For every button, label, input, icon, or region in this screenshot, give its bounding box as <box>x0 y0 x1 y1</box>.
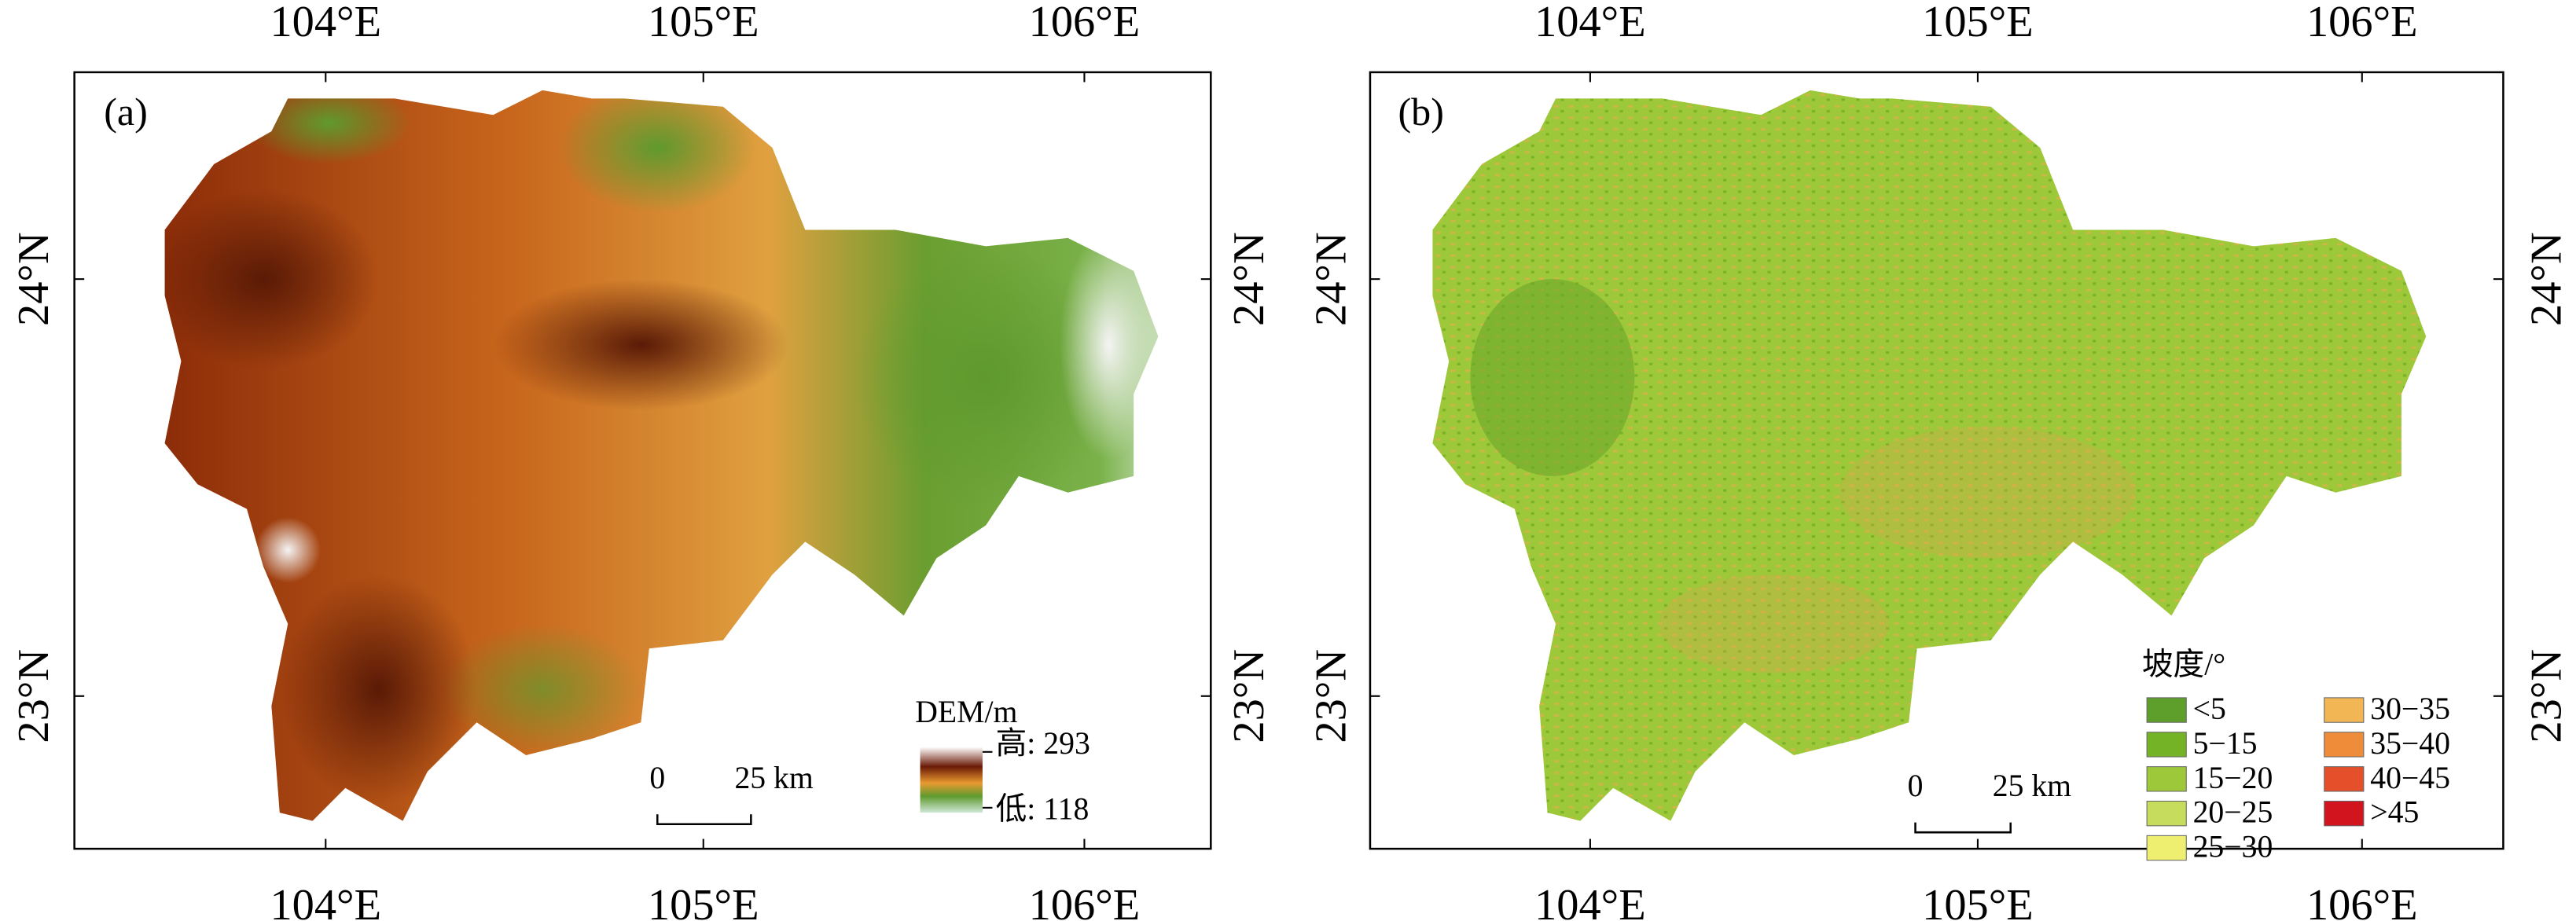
lon-label: 104°E <box>270 0 381 46</box>
lat-label: 23°N <box>1307 649 1356 743</box>
legend-label: 40−45 <box>2370 761 2450 795</box>
panel-label: (b) <box>1398 90 1443 134</box>
legend-swatch <box>2146 732 2187 758</box>
lat-label: 24°N <box>1307 232 1356 326</box>
legend-label: 5−15 <box>2193 726 2258 761</box>
legend-high: 高: 293 <box>996 726 1090 761</box>
legend-swatch <box>2324 732 2365 758</box>
legend-swatch <box>2324 766 2365 792</box>
legend-title: 坡度/° <box>2142 648 2225 682</box>
lon-label: 106°E <box>1029 881 1141 921</box>
lat-label: 24°N <box>9 232 58 326</box>
panel-frame <box>73 71 1212 850</box>
lat-label: 24°N <box>1225 232 1273 326</box>
panel-label: (a) <box>104 90 148 134</box>
scale-distance: 25 km <box>734 761 813 795</box>
legend-label: 25−30 <box>2193 830 2273 864</box>
dem-map <box>164 90 1159 821</box>
legend-label: <5 <box>2193 692 2226 726</box>
lon-label: 105°E <box>648 0 759 46</box>
lat-label: 24°N <box>2523 232 2571 326</box>
lon-label: 106°E <box>2306 0 2418 46</box>
slope-map <box>1432 90 2427 821</box>
lon-label: 105°E <box>1922 0 2034 46</box>
scale-distance: 25 km <box>1993 769 2071 803</box>
lat-label: 23°N <box>1225 649 1273 743</box>
lon-label: 105°E <box>648 881 759 921</box>
legend-swatch <box>2324 697 2365 723</box>
legend-swatch <box>2146 800 2187 827</box>
scale-bar <box>1914 822 2012 834</box>
legend-label: >45 <box>2370 795 2419 830</box>
panel-frame <box>1369 71 2504 850</box>
lon-label: 105°E <box>1922 881 2034 921</box>
legend-label: 35−40 <box>2370 726 2450 761</box>
lon-label: 106°E <box>1029 0 1141 46</box>
legend-swatch <box>2324 800 2365 827</box>
lon-label: 106°E <box>2306 881 2418 921</box>
legend-low: 低: 118 <box>996 791 1090 826</box>
scale-zero: 0 <box>1908 769 1924 803</box>
scale-bar <box>656 814 752 825</box>
lat-label: 23°N <box>2523 649 2571 743</box>
legend-label: 15−20 <box>2193 761 2273 795</box>
legend-swatch <box>2146 766 2187 792</box>
legend-label: 20−25 <box>2193 795 2273 830</box>
legend-swatch <box>2146 835 2187 861</box>
legend-title: DEM/m <box>915 695 1017 729</box>
lat-label: 23°N <box>9 649 58 743</box>
legend-label: 30−35 <box>2370 692 2450 726</box>
color-bar <box>920 747 983 813</box>
lon-label: 104°E <box>1534 0 1646 46</box>
lon-label: 104°E <box>270 881 381 921</box>
lon-label: 104°E <box>1534 881 1646 921</box>
legend-swatch <box>2146 697 2187 723</box>
scale-zero: 0 <box>649 761 665 795</box>
